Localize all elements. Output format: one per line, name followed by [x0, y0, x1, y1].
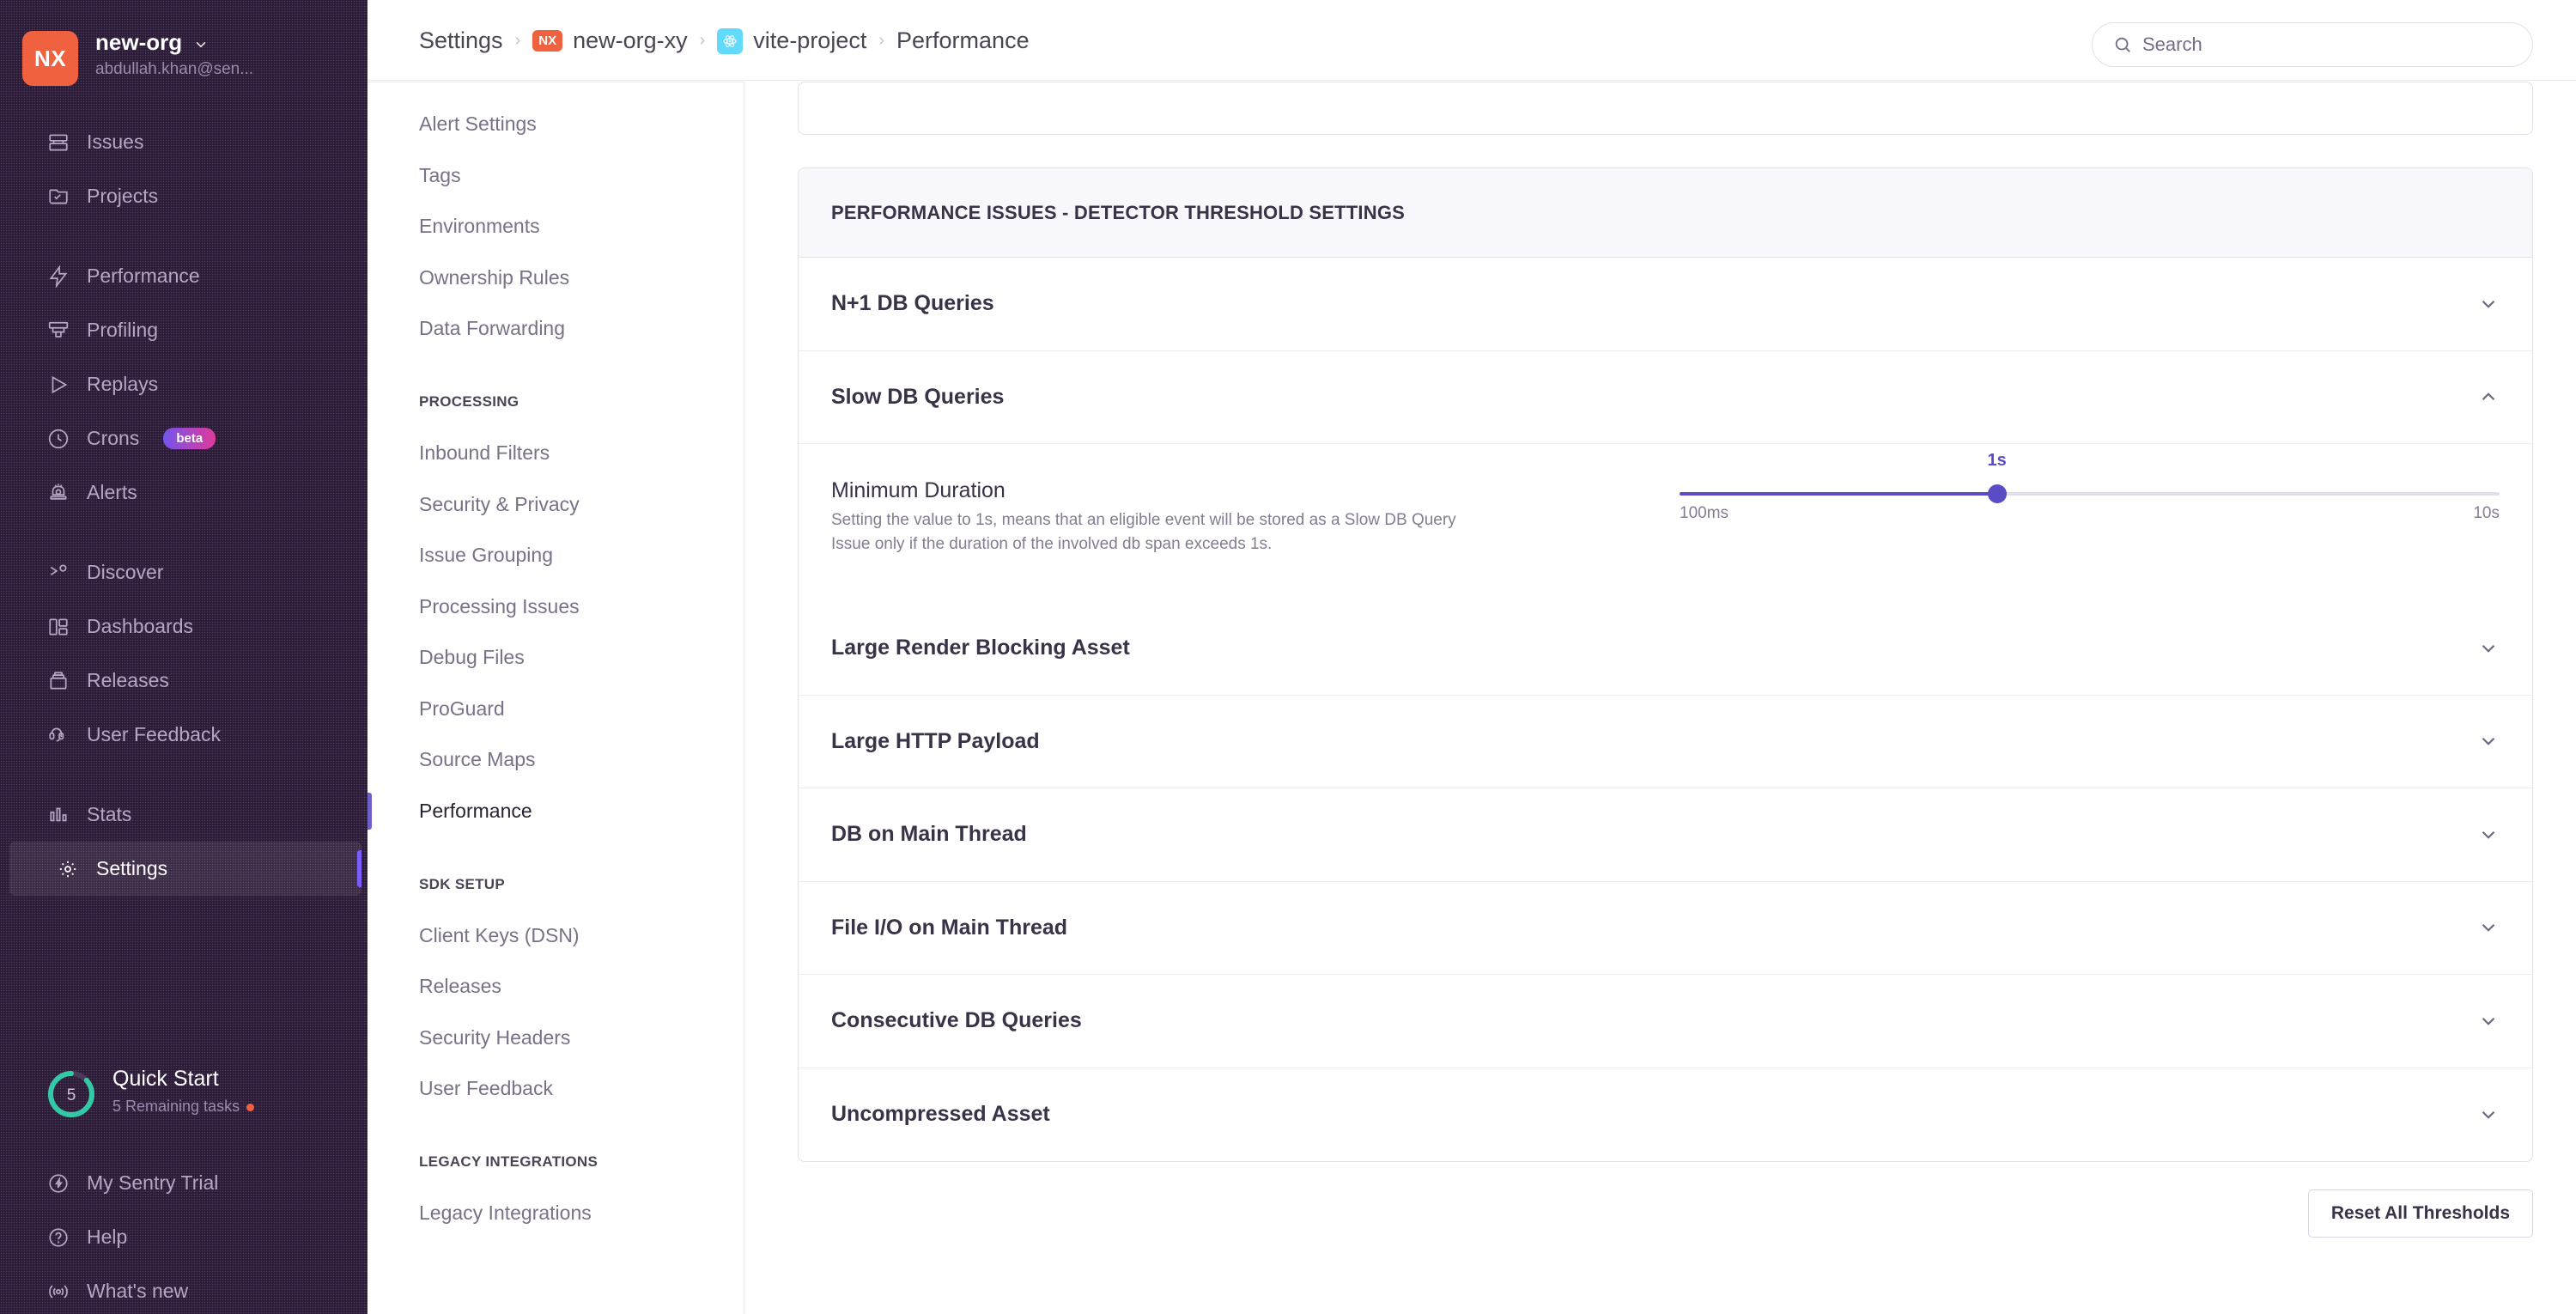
- svg-text:5: 5: [67, 1086, 76, 1104]
